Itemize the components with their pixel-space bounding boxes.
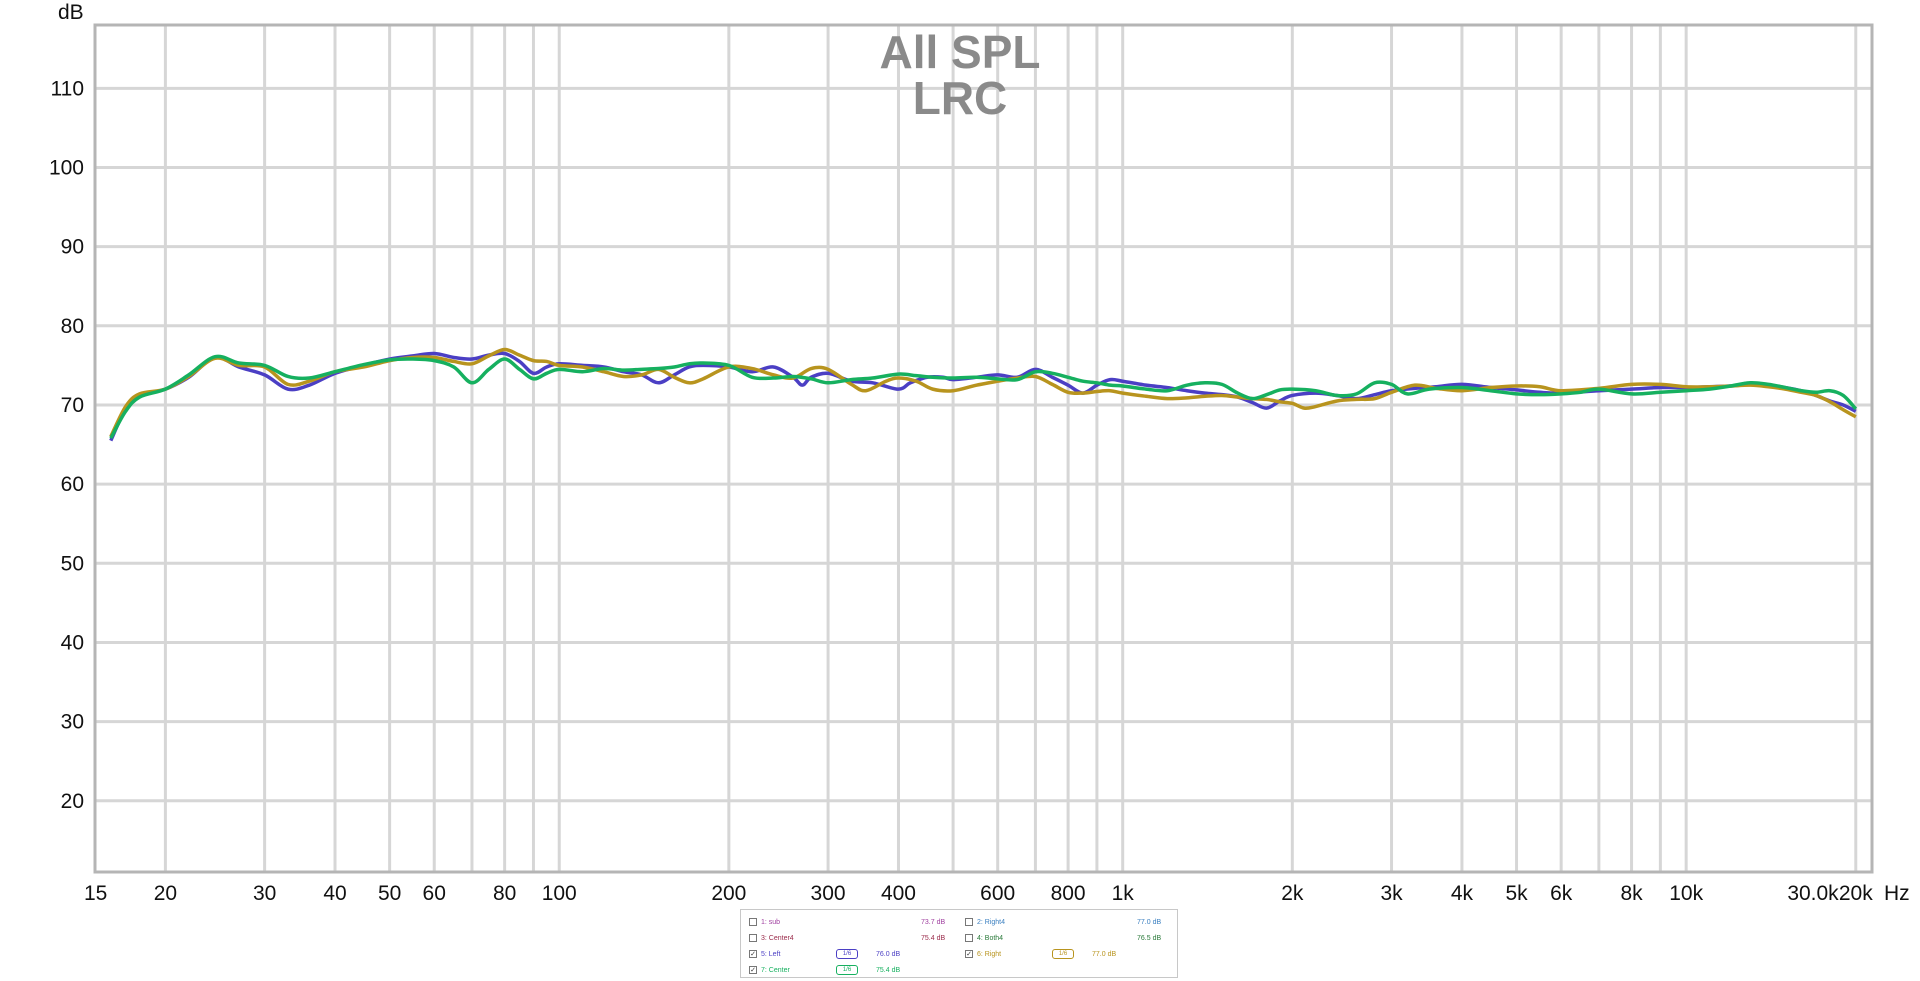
- legend-item-level: 76.5 dB: [1137, 934, 1162, 942]
- legend-checkbox[interactable]: [749, 918, 757, 926]
- x-tick-label: 600: [980, 882, 1015, 905]
- legend-item-both4[interactable]: 4: Both4 76.5 dB: [965, 931, 1197, 945]
- legend-checkbox[interactable]: ✓: [965, 950, 973, 958]
- grid-layer: [95, 25, 1872, 872]
- y-axis-ticks: 20 30 40 50 60 70 80 90 100 110: [49, 77, 84, 812]
- legend-item-level: 77.0 dB: [1137, 918, 1162, 926]
- legend-checkbox[interactable]: [965, 934, 973, 942]
- y-tick-label: 30: [61, 711, 84, 734]
- legend-item-label: 1: sub: [761, 918, 781, 926]
- plot-frame: [93, 23, 1874, 874]
- spl-chart: 20 30 40 50 60 70 80 90 100 110 15 20 30 40 50 60 80 100…: [49, 1, 1910, 905]
- x-tick-label: 5k: [1505, 882, 1528, 905]
- legend-item-level: 75.4 dB: [876, 966, 901, 974]
- legend-item-level: 76.0 dB: [876, 950, 901, 958]
- x-tick-label: 200: [711, 882, 746, 905]
- chart-title: All SPL: [879, 26, 1040, 78]
- y-tick-label: 80: [61, 315, 84, 338]
- legend-item-level: 75.4 dB: [921, 934, 946, 942]
- y-tick-label: 20: [61, 790, 84, 813]
- legend-item-label: 6: Right: [977, 950, 1002, 958]
- x-axis-ticks: 15 20 30 40 50 60 80 100 200 300 400 600 800 1k 2k 3k 4k…: [84, 882, 1873, 905]
- legend-item-label: 4: Both4: [977, 934, 1004, 942]
- legend-item-label: 5: Left: [761, 950, 781, 958]
- y-tick-label: 90: [61, 236, 84, 259]
- x-tick-label: 30.0k: [1787, 882, 1839, 905]
- series-line-6-right: [109, 347, 1857, 438]
- y-tick-label: 50: [61, 552, 84, 575]
- legend-item-right[interactable]: ✓ 6: Right 1/6 77.0 dB: [965, 947, 1152, 961]
- x-tick-label: 60: [423, 882, 446, 905]
- legend-item-sub[interactable]: 1: sub 73.7 dB: [749, 915, 981, 929]
- legend-panel: 1: sub 73.7 dB 2: Right4 77.0 dB 3: Center4 7…: [740, 909, 1178, 978]
- legend-checkbox[interactable]: [965, 918, 973, 926]
- legend-checkbox[interactable]: ✓: [749, 950, 757, 958]
- smoothing-badge[interactable]: 1/6: [836, 949, 858, 959]
- y-tick-label: 70: [61, 394, 84, 417]
- x-tick-label: 400: [881, 882, 916, 905]
- y-tick-label: 40: [61, 631, 84, 654]
- x-tick-label: 2k: [1281, 882, 1304, 905]
- x-tick-label: 10k: [1669, 882, 1703, 905]
- chart-subtitle: LRC: [913, 72, 1008, 124]
- x-tick-label: 40: [323, 882, 346, 905]
- x-tick-label: 300: [811, 882, 846, 905]
- legend-item-center[interactable]: ✓ 7: Center 1/6 75.4 dB: [749, 963, 936, 977]
- legend-item-label: 7: Center: [761, 966, 790, 974]
- curve-layer: [109, 347, 1858, 442]
- series-line-7-center: [109, 354, 1858, 440]
- legend-item-label: 3: Center4: [761, 934, 794, 942]
- legend-checkbox[interactable]: ✓: [749, 966, 757, 974]
- smoothing-badge[interactable]: 1/6: [1052, 949, 1074, 959]
- x-tick-label: 20: [154, 882, 177, 905]
- y-axis-label: dB: [58, 1, 84, 24]
- x-tick-label: 6k: [1550, 882, 1573, 905]
- x-tick-label: 80: [493, 882, 516, 905]
- x-tick-label: 800: [1051, 882, 1086, 905]
- legend-item-right4[interactable]: 2: Right4 77.0 dB: [965, 915, 1197, 929]
- legend-item-level: 73.7 dB: [921, 918, 946, 926]
- legend-item-label: 2: Right4: [977, 918, 1006, 926]
- y-tick-label: 60: [61, 473, 84, 496]
- y-tick-label: 110: [51, 77, 84, 100]
- y-tick-label: 100: [49, 156, 84, 179]
- x-tick-label: 1k: [1112, 882, 1135, 905]
- x-tick-label: 30: [253, 882, 276, 905]
- x-tick-label: 4k: [1451, 882, 1474, 905]
- x-tick-label: 3k: [1380, 882, 1403, 905]
- x-tick-label: 100: [542, 882, 577, 905]
- legend-item-level: 77.0 dB: [1092, 950, 1117, 958]
- x-axis-unit: Hz: [1884, 882, 1910, 905]
- x-tick-label: 50: [378, 882, 401, 905]
- smoothing-badge[interactable]: 1/6: [836, 965, 858, 975]
- legend-item-center4[interactable]: 3: Center4 75.4 dB: [749, 931, 981, 945]
- legend-item-left[interactable]: ✓ 5: Left 1/6 76.0 dB: [749, 947, 936, 961]
- x-tick-label: 20k: [1839, 882, 1873, 905]
- x-tick-label: 15: [84, 882, 107, 905]
- legend-checkbox[interactable]: [749, 934, 757, 942]
- x-tick-label: 8k: [1620, 882, 1643, 905]
